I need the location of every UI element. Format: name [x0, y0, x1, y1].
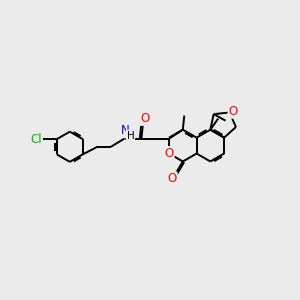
- Text: O: O: [228, 105, 238, 118]
- Text: Cl: Cl: [30, 133, 42, 146]
- Text: N: N: [121, 124, 130, 137]
- Text: O: O: [164, 147, 174, 160]
- Text: O: O: [167, 172, 177, 185]
- Text: H: H: [127, 130, 134, 141]
- Text: O: O: [140, 112, 149, 125]
